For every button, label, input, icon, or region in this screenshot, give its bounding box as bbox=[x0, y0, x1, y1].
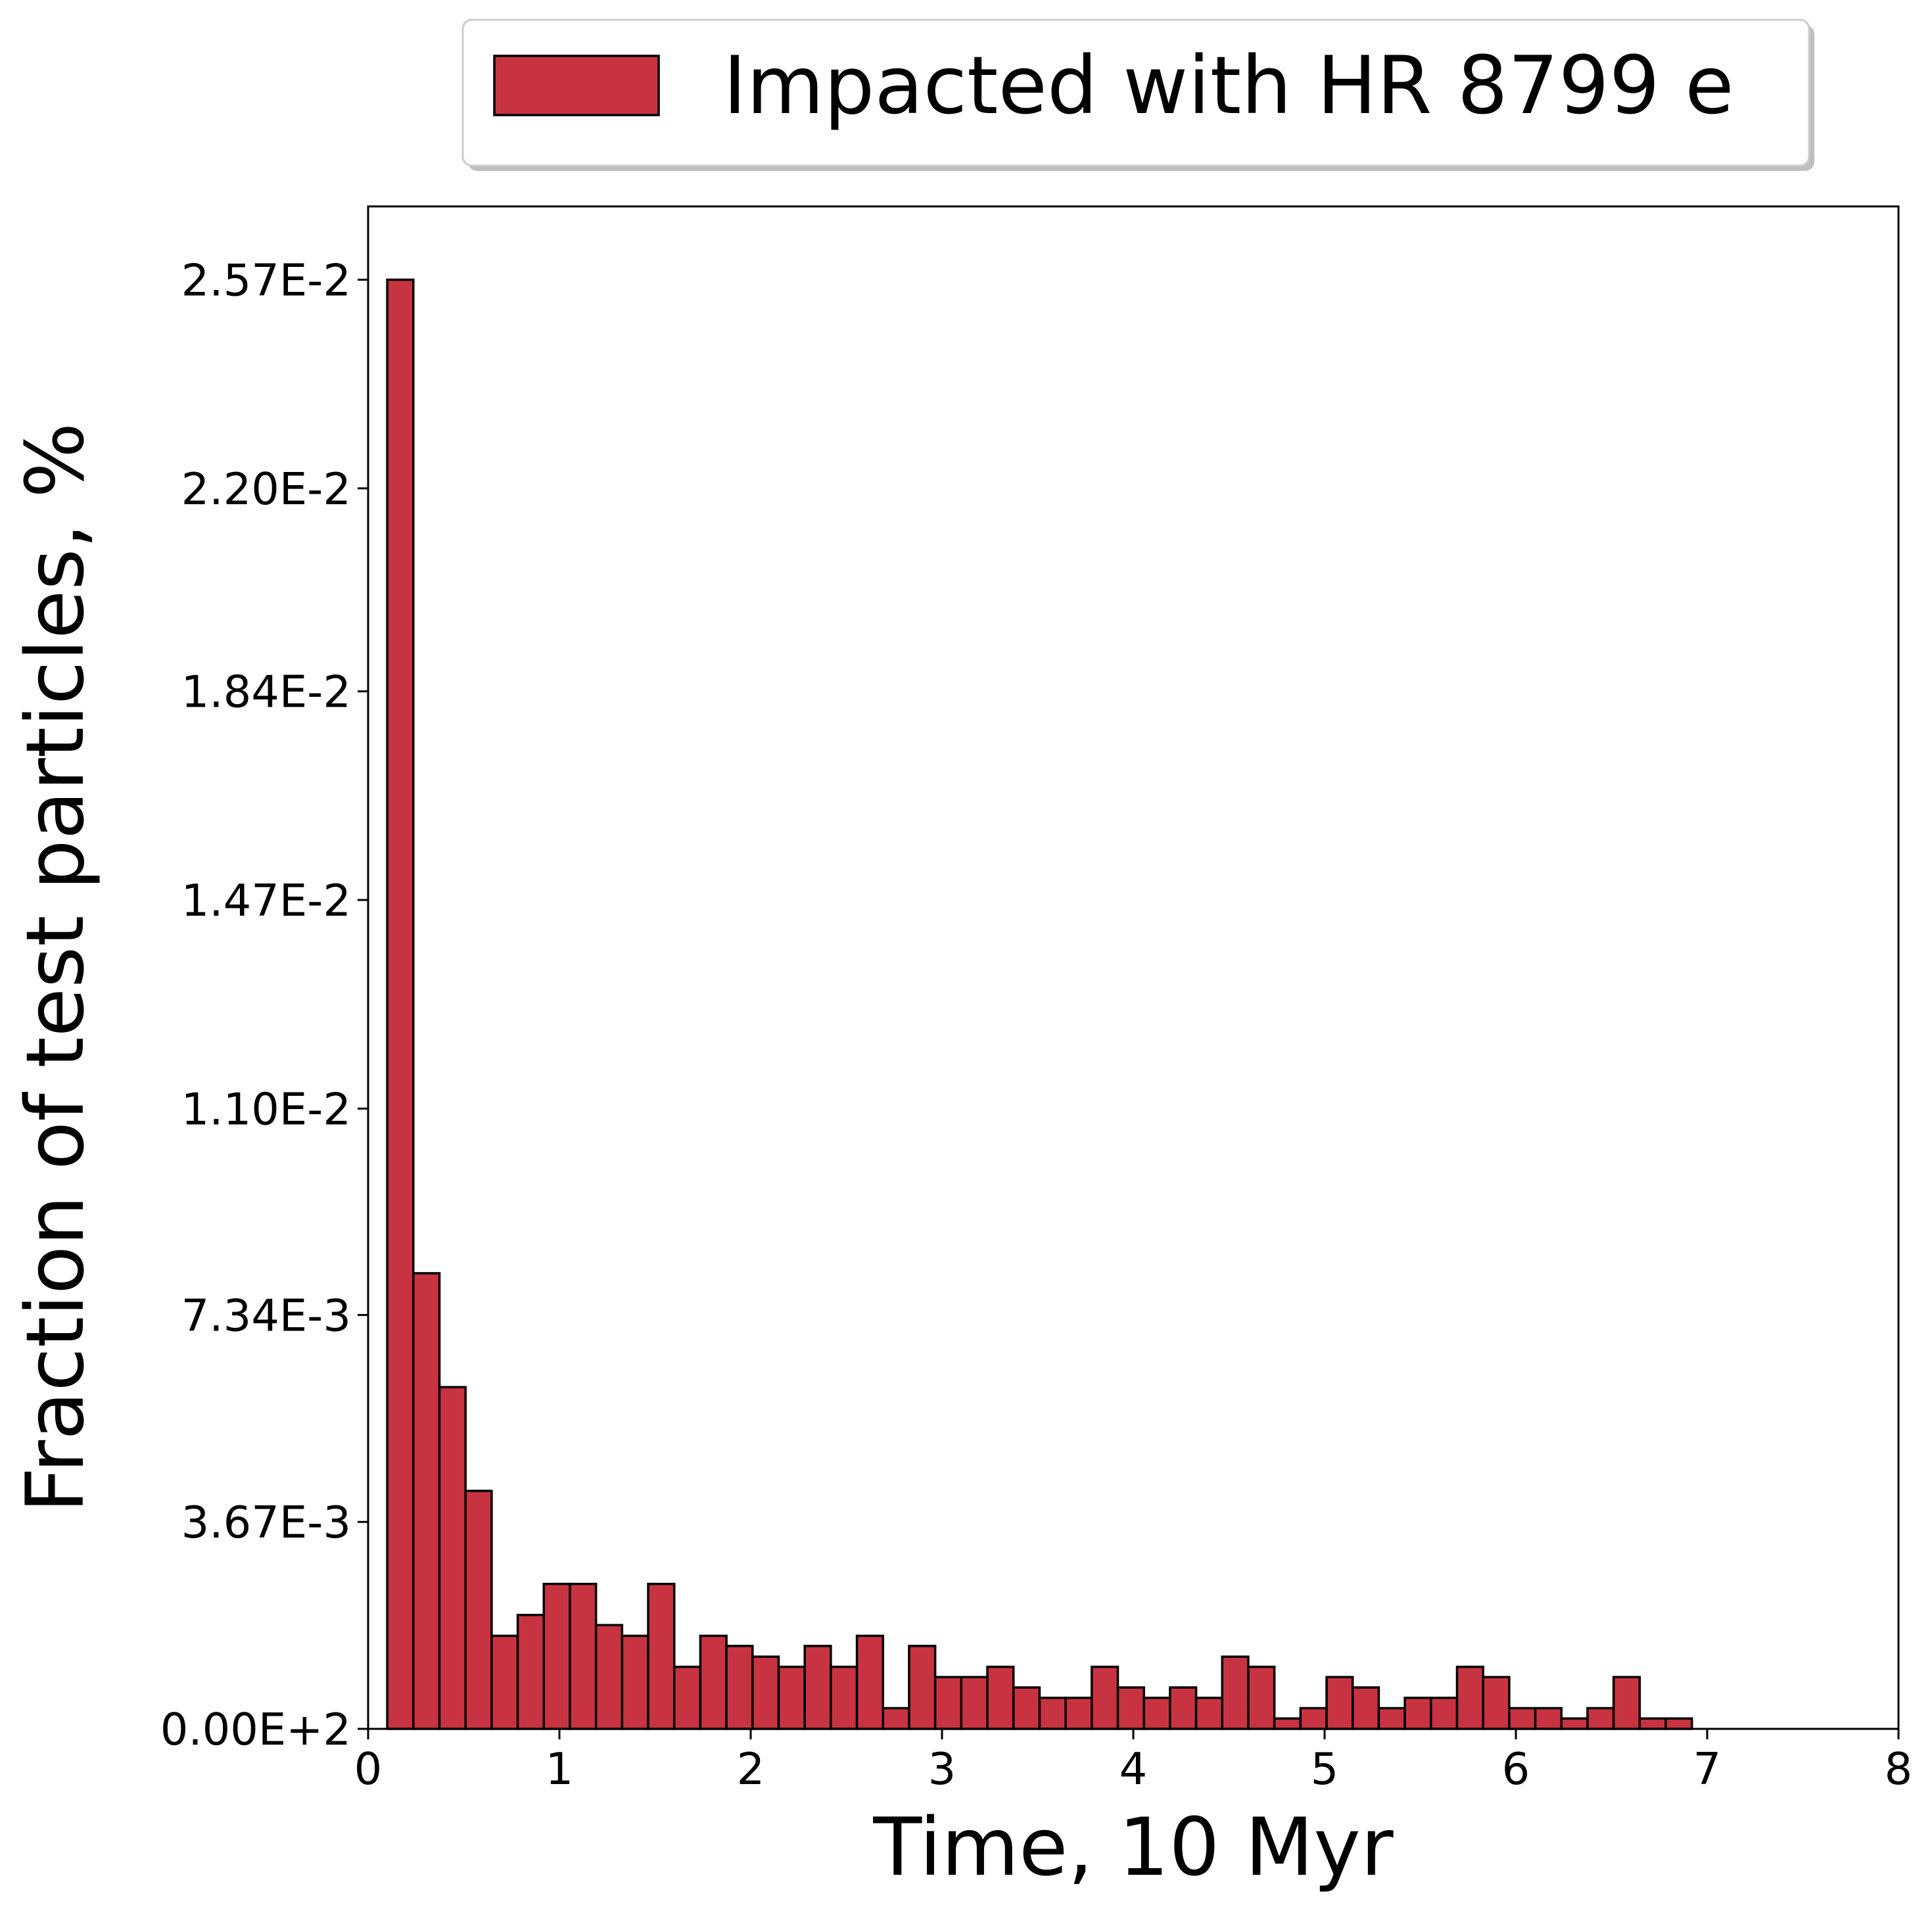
histogram-bar bbox=[1273, 1717, 1302, 1730]
x-axis-title: Time, 10 Myr bbox=[872, 1801, 1393, 1894]
histogram-bar bbox=[908, 1645, 937, 1730]
x-tick-label: 2 bbox=[737, 1743, 765, 1795]
histogram-bar bbox=[1325, 1676, 1354, 1730]
histogram-bar bbox=[1194, 1697, 1224, 1730]
histogram-bar bbox=[1299, 1707, 1328, 1730]
y-tick-label: 1.84E-2 bbox=[181, 667, 351, 718]
y-tick-label: 7.34E-3 bbox=[181, 1290, 351, 1341]
x-axis-ticks: 0 1 2 3 4 5 6 7 8 bbox=[354, 1729, 1913, 1795]
histogram-bar bbox=[542, 1582, 571, 1730]
y-axis-title: Fraction of test particles, % bbox=[9, 423, 102, 1513]
histogram-bar bbox=[672, 1665, 702, 1730]
histogram-bar bbox=[1430, 1697, 1459, 1730]
histogram-bar bbox=[1116, 1686, 1145, 1730]
histogram-bar bbox=[1508, 1707, 1537, 1730]
plot-frame bbox=[367, 205, 1900, 1730]
legend-label: Impacted with HR 8799 e bbox=[723, 39, 1734, 132]
histogram-bar bbox=[412, 1272, 441, 1730]
histogram-bar bbox=[1534, 1707, 1563, 1730]
x-tick-label: 3 bbox=[928, 1743, 956, 1795]
histogram-bar bbox=[882, 1707, 910, 1730]
histogram-bar bbox=[751, 1655, 780, 1730]
histogram-bar bbox=[1143, 1697, 1171, 1730]
y-tick-label: 0.00E+2 bbox=[160, 1704, 351, 1755]
histogram-bar bbox=[830, 1665, 859, 1730]
histogram-bar bbox=[1455, 1665, 1484, 1730]
histogram-bar bbox=[386, 278, 415, 1730]
histogram-bar bbox=[1221, 1655, 1250, 1730]
histogram-bar bbox=[1586, 1707, 1615, 1730]
x-tick-label: 4 bbox=[1119, 1743, 1148, 1795]
histogram-bar bbox=[438, 1386, 467, 1730]
histogram-bar bbox=[516, 1613, 546, 1730]
histogram-bar bbox=[1612, 1676, 1641, 1730]
legend-box bbox=[461, 18, 1810, 167]
histogram-bar bbox=[1377, 1707, 1406, 1730]
y-axis-ticks: 0.00E+2 3.67E-3 7.34E-3 1.10E-2 1.47E-2 1.84E… bbox=[160, 255, 368, 1755]
histogram-bar bbox=[594, 1624, 624, 1730]
histogram-bar bbox=[1091, 1665, 1119, 1730]
histogram-bar bbox=[490, 1634, 519, 1730]
histogram-bar bbox=[699, 1634, 728, 1730]
histogram-bar bbox=[725, 1645, 754, 1730]
histogram-bar bbox=[1664, 1717, 1693, 1730]
histogram-bar bbox=[777, 1665, 806, 1730]
legend: Impacted with HR 8799 e bbox=[461, 18, 1814, 171]
histogram-bar bbox=[1403, 1697, 1432, 1730]
histogram-bar bbox=[569, 1582, 598, 1730]
x-tick-label: 5 bbox=[1311, 1743, 1339, 1795]
histogram-bar bbox=[1169, 1686, 1198, 1730]
x-tick-label: 0 bbox=[354, 1743, 383, 1795]
histogram-bar bbox=[621, 1634, 649, 1730]
histogram-bar bbox=[855, 1634, 885, 1730]
histogram-bar bbox=[1247, 1665, 1276, 1730]
x-tick-label: 7 bbox=[1693, 1743, 1722, 1795]
histogram-bar bbox=[803, 1645, 832, 1730]
histogram-bar bbox=[933, 1676, 963, 1730]
y-tick-label: 1.47E-2 bbox=[181, 875, 351, 926]
y-tick-label: 2.20E-2 bbox=[181, 463, 351, 515]
histogram-bar bbox=[1038, 1697, 1067, 1730]
y-tick-label: 1.10E-2 bbox=[181, 1083, 351, 1135]
bars-layer bbox=[386, 278, 1693, 1730]
histogram-bar bbox=[1064, 1697, 1093, 1730]
y-tick-label: 3.67E-3 bbox=[181, 1497, 351, 1548]
histogram-bar bbox=[960, 1676, 989, 1730]
histogram-bar bbox=[1560, 1717, 1589, 1730]
histogram-bar bbox=[1482, 1676, 1511, 1730]
histogram-bar bbox=[464, 1490, 493, 1730]
histogram-bar bbox=[647, 1582, 676, 1730]
legend-swatch bbox=[493, 55, 660, 116]
x-tick-label: 8 bbox=[1885, 1743, 1913, 1795]
y-tick-label: 2.57E-2 bbox=[181, 255, 351, 306]
x-tick-label: 6 bbox=[1502, 1743, 1530, 1795]
x-tick-label: 1 bbox=[546, 1743, 574, 1795]
histogram-bar bbox=[1638, 1717, 1667, 1730]
histogram-bar bbox=[986, 1665, 1015, 1730]
histogram-bar bbox=[1012, 1686, 1041, 1730]
histogram-bar bbox=[1351, 1686, 1380, 1730]
